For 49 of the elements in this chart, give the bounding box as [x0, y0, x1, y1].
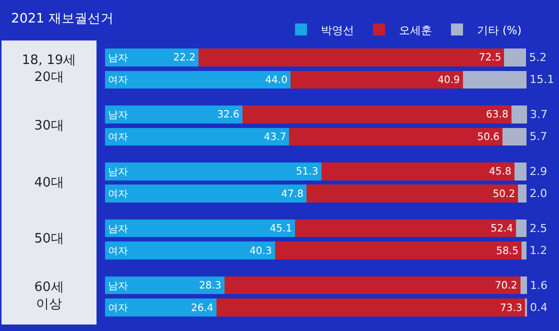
- data-label: 50.2: [492, 188, 516, 200]
- data-label: 43.7: [264, 132, 286, 143]
- data-label: 5.7: [530, 130, 548, 144]
- data-label: 26.4: [190, 302, 214, 314]
- y-tick-label: 여자: [108, 303, 128, 314]
- legend-label: 오세훈: [399, 24, 432, 37]
- data-label: 2.0: [530, 187, 548, 200]
- text: 18, 19세 20대: [22, 53, 76, 85]
- data-label: 72.5: [478, 52, 502, 64]
- data-label: 28.3: [198, 280, 222, 292]
- data-label: 50.6: [477, 132, 500, 143]
- data-label: 1.6: [530, 278, 548, 292]
- chart-title: 2021 재보궐선거: [11, 11, 114, 26]
- data-label: 70.2: [494, 280, 518, 292]
- data-label: 63.8: [486, 110, 508, 121]
- data-label: 45.1: [270, 223, 292, 234]
- data-label: 51.3: [296, 166, 318, 178]
- text: 40대: [34, 176, 64, 190]
- y-tick-label: 여자: [108, 132, 128, 144]
- data-label: 0.4: [530, 301, 548, 314]
- data-label: 22.2: [173, 52, 196, 64]
- text: 60세 이상: [34, 280, 64, 312]
- y-tick-label: 남자: [108, 280, 128, 292]
- y-tick-label: 여자: [108, 75, 128, 86]
- data-label: 44.0: [265, 74, 288, 86]
- data-label: 1.2: [530, 244, 548, 258]
- data-label: 40.9: [438, 74, 460, 86]
- text: 30대: [34, 118, 64, 134]
- data-label: 5.2: [529, 50, 547, 64]
- data-label: 40.3: [250, 246, 272, 257]
- data-label: 58.5: [496, 246, 519, 257]
- y-tick-label: 남자: [108, 224, 128, 235]
- legend-label: 박영선: [321, 24, 354, 37]
- data-label: 52.4: [490, 223, 514, 234]
- y-tick-label: 남자: [108, 166, 128, 178]
- data-label: 2.5: [530, 222, 548, 235]
- text: 50대: [34, 232, 64, 246]
- data-label: 32.6: [217, 110, 240, 121]
- data-label: 15.1: [530, 73, 554, 86]
- data-label: 3.7: [530, 108, 548, 121]
- y-tick-label: 여자: [108, 246, 128, 258]
- data-label: 2.9: [530, 164, 548, 178]
- data-label: 73.3: [500, 302, 522, 314]
- data-label: 45.8: [488, 166, 512, 178]
- y-tick-label: 남자: [108, 52, 128, 64]
- legend-label: 기타 (%): [477, 24, 522, 37]
- data-label: 47.8: [281, 188, 304, 200]
- y-tick-label: 남자: [108, 110, 128, 121]
- y-tick-label: 여자: [108, 189, 128, 200]
